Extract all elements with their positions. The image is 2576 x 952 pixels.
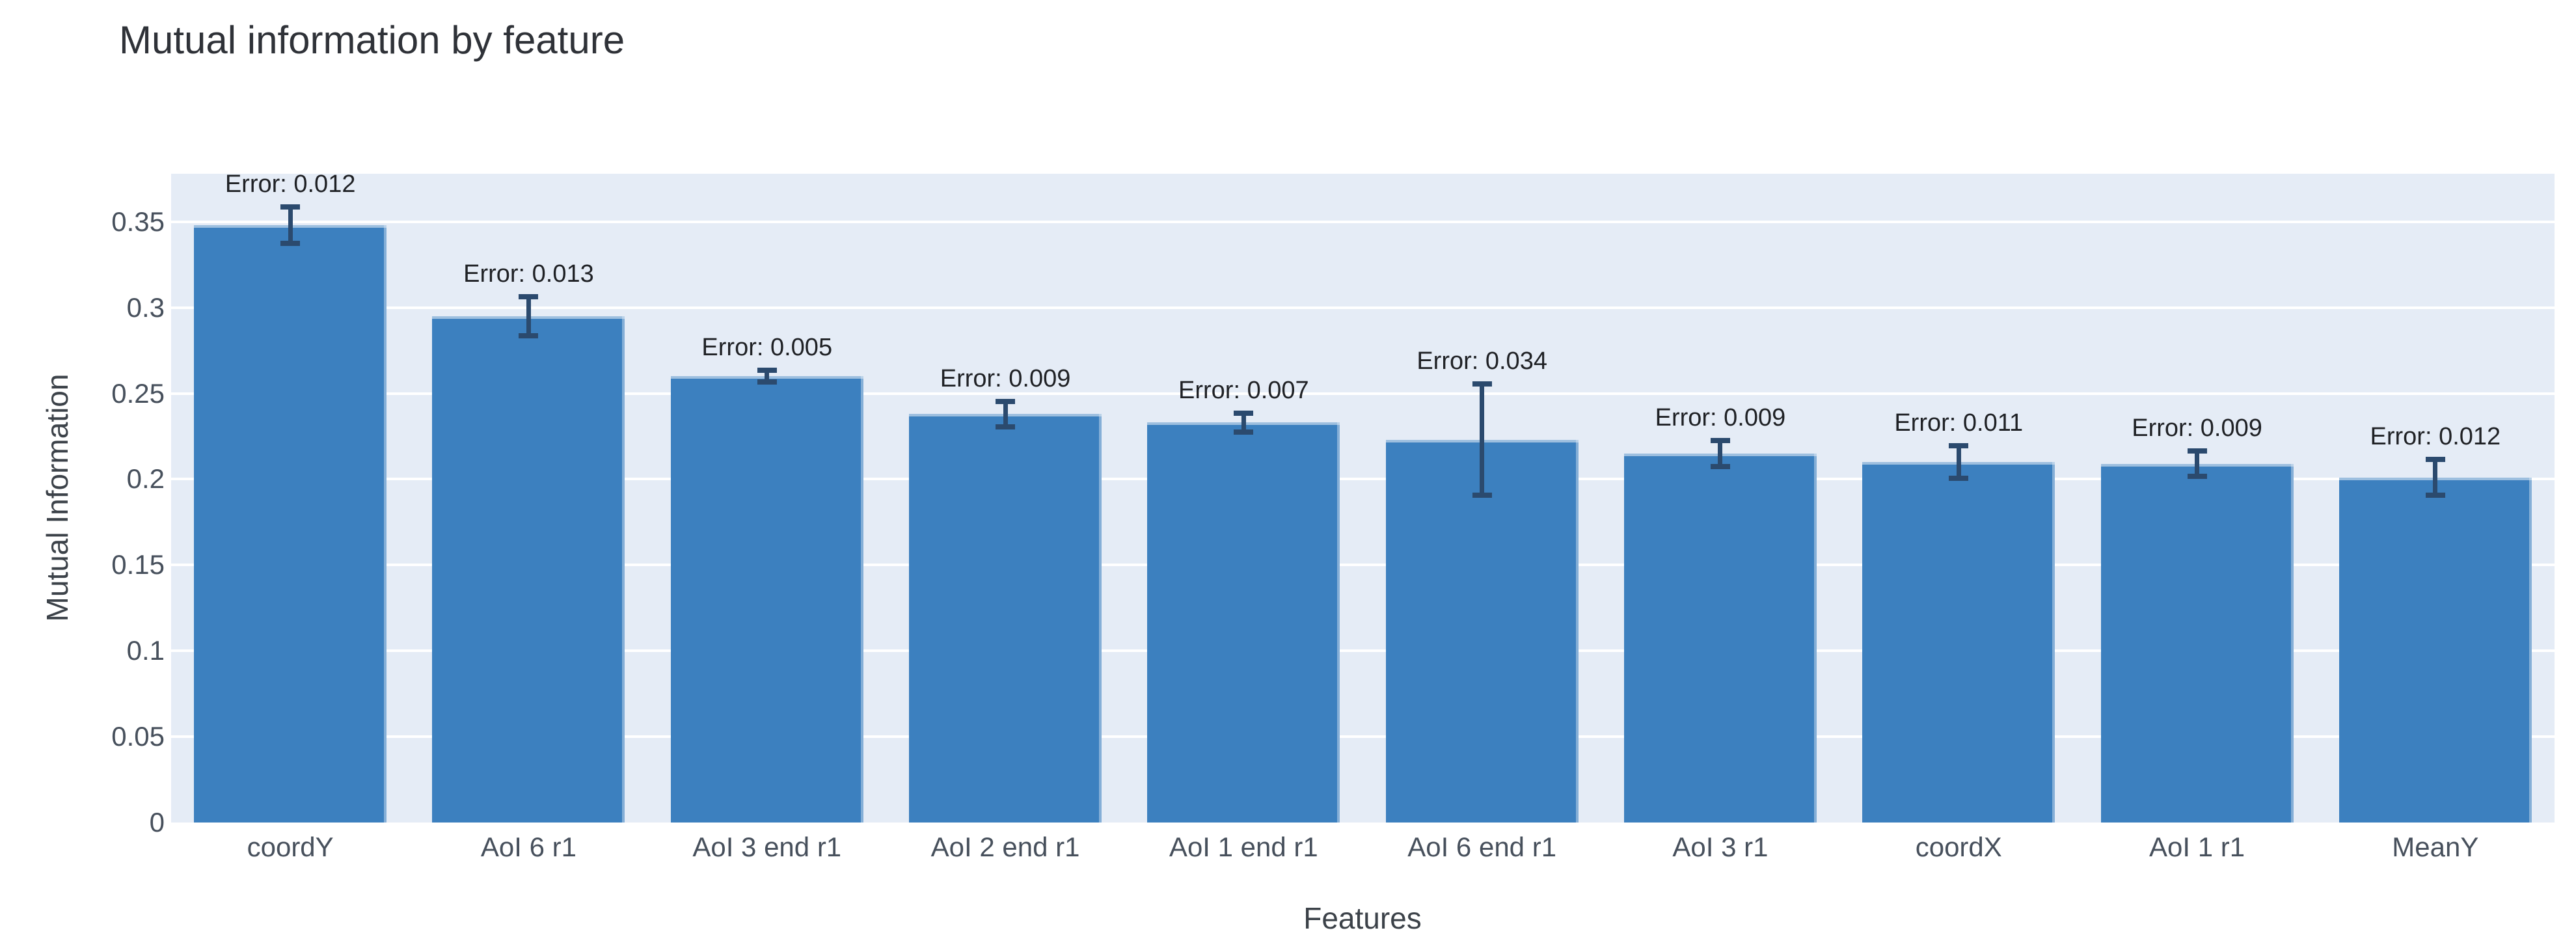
error-bar-cap-top — [757, 368, 777, 374]
error-bar — [2187, 448, 2207, 480]
bar-AoI 3 r1[interactable] — [1623, 453, 1817, 823]
error-value-label: Error: 0.012 — [224, 170, 356, 198]
error-bar-line — [2433, 457, 2438, 498]
error-value-label: Error: 0.009 — [1655, 404, 1786, 432]
error-bar — [1234, 410, 1254, 435]
error-bar-cap-top — [280, 204, 301, 210]
error-value-label: Error: 0.011 — [1894, 409, 2024, 437]
x-tick-label: MeanY — [2392, 832, 2479, 862]
error-bar-line — [1241, 410, 1246, 435]
x-tick-label: AoI 6 r1 — [480, 832, 576, 862]
x-tick-label: AoI 2 end r1 — [930, 832, 1080, 862]
error-bar-cap-bottom — [519, 333, 539, 339]
y-tick-label: 0.1 — [126, 635, 165, 666]
error-value-label: Error: 0.012 — [2370, 423, 2501, 451]
error-bar-cap-bottom — [1949, 476, 1969, 482]
error-value-label: Error: 0.034 — [1417, 347, 1547, 375]
error-bar-cap-bottom — [1710, 463, 1730, 469]
bar-AoI 6 r1[interactable] — [432, 316, 625, 823]
error-bar-cap-bottom — [1472, 493, 1492, 498]
error-bar — [996, 398, 1016, 429]
gridline — [171, 478, 2555, 481]
error-bar-line — [526, 293, 531, 339]
error-bar-cap-top — [2425, 457, 2445, 463]
y-tick-label: 0.05 — [111, 721, 165, 752]
x-tick-label: AoI 3 end r1 — [692, 832, 842, 862]
chart-title: Mutual information by feature — [119, 18, 625, 62]
error-bar — [280, 204, 301, 246]
error-value-label: Error: 0.007 — [1178, 376, 1309, 404]
x-tick-label: AoI 1 end r1 — [1169, 832, 1318, 862]
gridline — [171, 306, 2555, 309]
error-bar — [757, 368, 777, 385]
error-bar-cap-top — [1710, 438, 1730, 444]
error-bar-line — [765, 368, 770, 385]
error-value-label: Error: 0.009 — [2132, 415, 2262, 442]
error-bar-cap-top — [1234, 410, 1254, 416]
bar-AoI 1 r1[interactable] — [2100, 463, 2294, 823]
error-bar-cap-bottom — [2425, 493, 2445, 498]
error-value-label: Error: 0.013 — [463, 260, 594, 288]
bar-AoI 2 end r1[interactable] — [909, 414, 1102, 823]
error-bar-cap-bottom — [757, 379, 777, 385]
gridline — [171, 220, 2555, 223]
error-bar — [1710, 438, 1730, 469]
y-tick-label: 0.2 — [126, 463, 165, 495]
error-bar — [1472, 381, 1492, 498]
error-bar-line — [1956, 443, 1961, 482]
y-axis-title: Mutual Information — [40, 374, 74, 622]
error-bar-cap-top — [519, 293, 539, 299]
bar-AoI 6 end r1[interactable] — [1385, 439, 1579, 823]
error-bar-cap-bottom — [996, 424, 1016, 429]
x-tick-label: coordX — [1915, 832, 2002, 862]
error-bar-line — [2195, 448, 2200, 480]
y-tick-label: 0.15 — [111, 549, 165, 580]
error-bar-cap-top — [996, 398, 1016, 404]
error-bar-cap-bottom — [280, 240, 301, 246]
gridline — [171, 735, 2555, 739]
x-tick-label: coordY — [247, 832, 334, 862]
gridline — [171, 649, 2555, 653]
error-bar-line — [288, 204, 293, 246]
y-tick-label: 0 — [149, 807, 165, 837]
plot-area: Error: 0.012 Error: 0.013 Error: 0.005 Erro… — [171, 170, 2555, 823]
bar-MeanY[interactable] — [2339, 477, 2532, 823]
error-bar-line — [1480, 381, 1485, 498]
error-bar-cap-top — [2187, 448, 2207, 454]
x-tick-label: AoI 6 end r1 — [1407, 832, 1557, 862]
bar-coordY[interactable] — [194, 225, 387, 823]
error-bar-cap-top — [1472, 381, 1492, 387]
x-tick-label: AoI 3 r1 — [1672, 832, 1769, 862]
error-bar — [2425, 457, 2445, 498]
error-value-label: Error: 0.005 — [701, 334, 833, 362]
error-bar-cap-bottom — [1234, 429, 1254, 435]
bar-AoI 3 end r1[interactable] — [670, 376, 863, 823]
gridline — [171, 564, 2555, 567]
bar-AoI 1 end r1[interactable] — [1147, 422, 1340, 823]
error-bar-cap-bottom — [2187, 474, 2207, 480]
y-tick-label: 0.35 — [111, 206, 165, 237]
error-bar-line — [1718, 438, 1723, 469]
error-bar-line — [1003, 398, 1008, 429]
error-value-label: Error: 0.009 — [940, 364, 1071, 392]
gridline — [171, 392, 2555, 395]
y-tick-label: 0.25 — [111, 377, 165, 409]
x-tick-label: AoI 1 r1 — [2149, 832, 2245, 862]
error-bar — [1949, 443, 1969, 482]
error-bar — [519, 293, 539, 339]
bar-coordX[interactable] — [1862, 462, 2055, 823]
error-bar-cap-top — [1949, 443, 1969, 449]
x-axis-title: Features — [1303, 901, 1422, 935]
y-tick-label: 0.3 — [126, 292, 165, 323]
